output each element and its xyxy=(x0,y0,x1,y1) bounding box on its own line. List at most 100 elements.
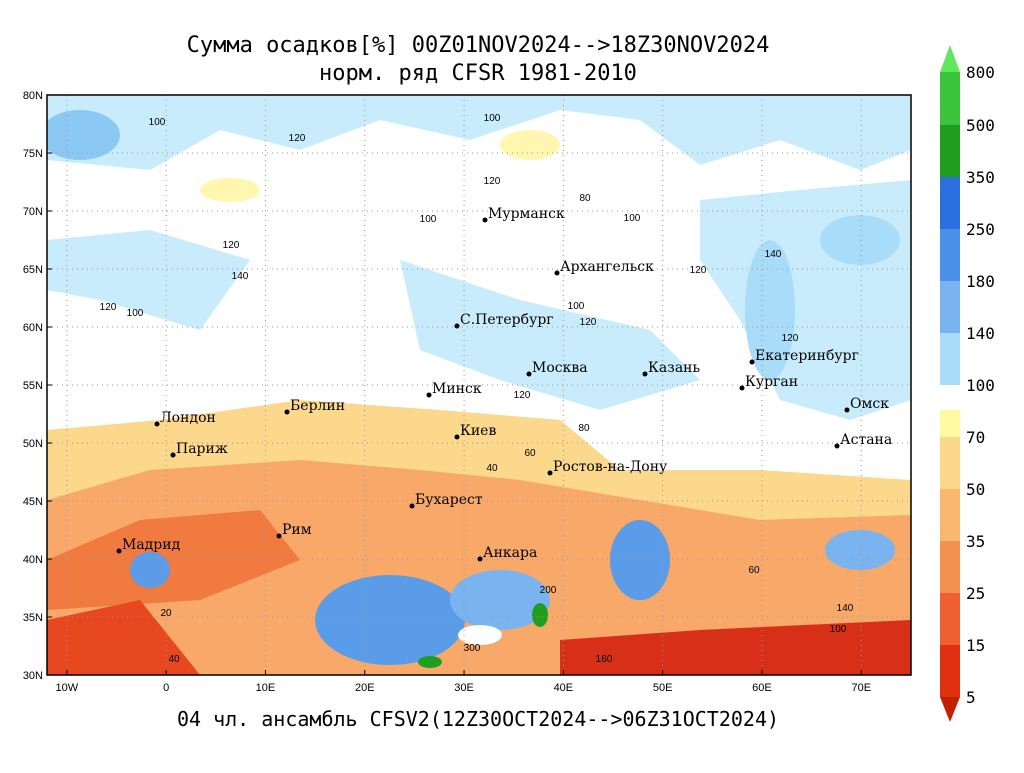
city-label: Астана xyxy=(840,432,892,448)
city-label: Омск xyxy=(850,396,889,412)
lat-tick-label: 35N xyxy=(23,612,43,624)
contour-label: 120 xyxy=(514,390,531,401)
city-label: Париж xyxy=(176,441,228,457)
city-label: Мадрид xyxy=(122,537,181,553)
city-label: Екатеринбург xyxy=(755,348,859,364)
city-dot xyxy=(547,470,553,476)
contour-label: 140 xyxy=(232,271,249,282)
city-dot xyxy=(482,217,488,223)
colorbar-label: 50 xyxy=(966,480,985,499)
colorbar-segment xyxy=(940,541,960,593)
contour-label: 100 xyxy=(420,214,437,225)
colorbar-segment xyxy=(940,437,960,489)
colorbar-segment xyxy=(940,489,960,541)
city-label: Бухарест xyxy=(415,492,483,508)
colorbar-label: 800 xyxy=(966,63,995,82)
city-label: Казань xyxy=(648,360,700,376)
colorbar-label: 35 xyxy=(966,532,985,551)
city-dot xyxy=(554,270,560,276)
lat-tick-label: 30N xyxy=(23,670,43,682)
city-label: Курган xyxy=(745,374,798,390)
city-label: Анкара xyxy=(483,545,537,561)
colorbar-segment xyxy=(940,125,960,177)
contour-label: 300 xyxy=(464,643,481,654)
colorbar-label: 70 xyxy=(966,428,985,447)
colorbar-segment xyxy=(940,333,960,355)
lon-tick-label: 40E xyxy=(554,682,574,694)
lon-tick-label: 10E xyxy=(256,682,276,694)
contour-label: 60 xyxy=(524,448,536,459)
colorbar-segment xyxy=(940,410,960,437)
city-dot xyxy=(170,452,176,458)
lon-tick-label: 30E xyxy=(454,682,474,694)
contour-label: 100 xyxy=(484,113,501,124)
city-dot xyxy=(276,533,282,539)
city-label: Минск xyxy=(432,381,482,397)
colorbar-segment xyxy=(940,593,960,645)
colorbar-segment xyxy=(940,72,960,125)
city-label: Архангельск xyxy=(560,259,654,275)
colorbar-label: 5 xyxy=(966,688,976,707)
lon-tick-label: 0 xyxy=(163,682,169,694)
city-dot xyxy=(284,409,290,415)
colorbar-segment xyxy=(940,645,960,697)
colorbar-label: 500 xyxy=(966,116,995,135)
city-label: Мурманск xyxy=(488,206,565,222)
contour-label: 100 xyxy=(830,624,847,635)
colorbar-label: 350 xyxy=(966,168,995,187)
city-dot xyxy=(642,371,648,377)
colorbar-label: 25 xyxy=(966,584,985,603)
city-dot xyxy=(116,548,122,554)
contour-label: 80 xyxy=(579,193,591,204)
colorbar-label: 250 xyxy=(966,220,995,239)
contour-label: 20 xyxy=(160,608,172,619)
colorbar-segment xyxy=(940,177,960,229)
city-label: Москва xyxy=(532,360,588,376)
graticule xyxy=(47,95,911,675)
city-dot xyxy=(749,359,755,365)
contour-label: 140 xyxy=(837,603,854,614)
colorbar-arrow xyxy=(940,697,960,722)
city-label: С.Петербург xyxy=(460,312,554,328)
city-dot xyxy=(409,503,415,509)
lat-tick-label: 40N xyxy=(23,554,43,566)
lon-tick-label: 50E xyxy=(653,682,673,694)
lat-tick-label: 70N xyxy=(23,206,43,218)
city-label: Рим xyxy=(282,522,312,538)
colorbar-label: 15 xyxy=(966,636,985,655)
city-label: Киев xyxy=(460,423,496,439)
contour-label: 120 xyxy=(289,133,306,144)
contour-label: 120 xyxy=(782,333,799,344)
city-dot xyxy=(477,556,483,562)
city-dot xyxy=(154,421,160,427)
city-dot xyxy=(426,392,432,398)
colorbar-label: 180 xyxy=(966,272,995,291)
lat-tick-label: 45N xyxy=(23,496,43,508)
city-dot xyxy=(844,407,850,413)
lon-tick-label: 20E xyxy=(355,682,375,694)
colorbar-arrow xyxy=(940,45,960,72)
lat-tick-label: 65N xyxy=(23,264,43,276)
lat-tick-label: 60N xyxy=(23,322,43,334)
contour-label: 100 xyxy=(127,308,144,319)
city-label: Ростов-на-Дону xyxy=(553,459,668,475)
title-line1: Сумма осадков[%] 00Z01NOV2024-->18Z30NOV… xyxy=(187,33,770,58)
colorbar-segment xyxy=(940,281,960,333)
contour-label: 100 xyxy=(624,213,641,224)
lon-tick-label: 70E xyxy=(851,682,871,694)
city-label: Лондон xyxy=(160,410,216,426)
colorbar-label: 140 xyxy=(966,324,995,343)
contour-label: 100 xyxy=(568,301,585,312)
lat-tick-label: 75N xyxy=(23,148,43,160)
colorbar-label: 100 xyxy=(966,376,995,395)
city-dot xyxy=(739,385,745,391)
contour-label: 80 xyxy=(578,423,590,434)
contour-label: 40 xyxy=(486,463,498,474)
city-label: Берлин xyxy=(290,398,345,414)
contour-label: 120 xyxy=(223,240,240,251)
lon-tick-label: 60E xyxy=(752,682,772,694)
lat-tick-label: 50N xyxy=(23,438,43,450)
lat-tick-label: 80N xyxy=(23,90,43,102)
contour-label: 200 xyxy=(540,585,557,596)
colorbar-segment xyxy=(940,229,960,281)
